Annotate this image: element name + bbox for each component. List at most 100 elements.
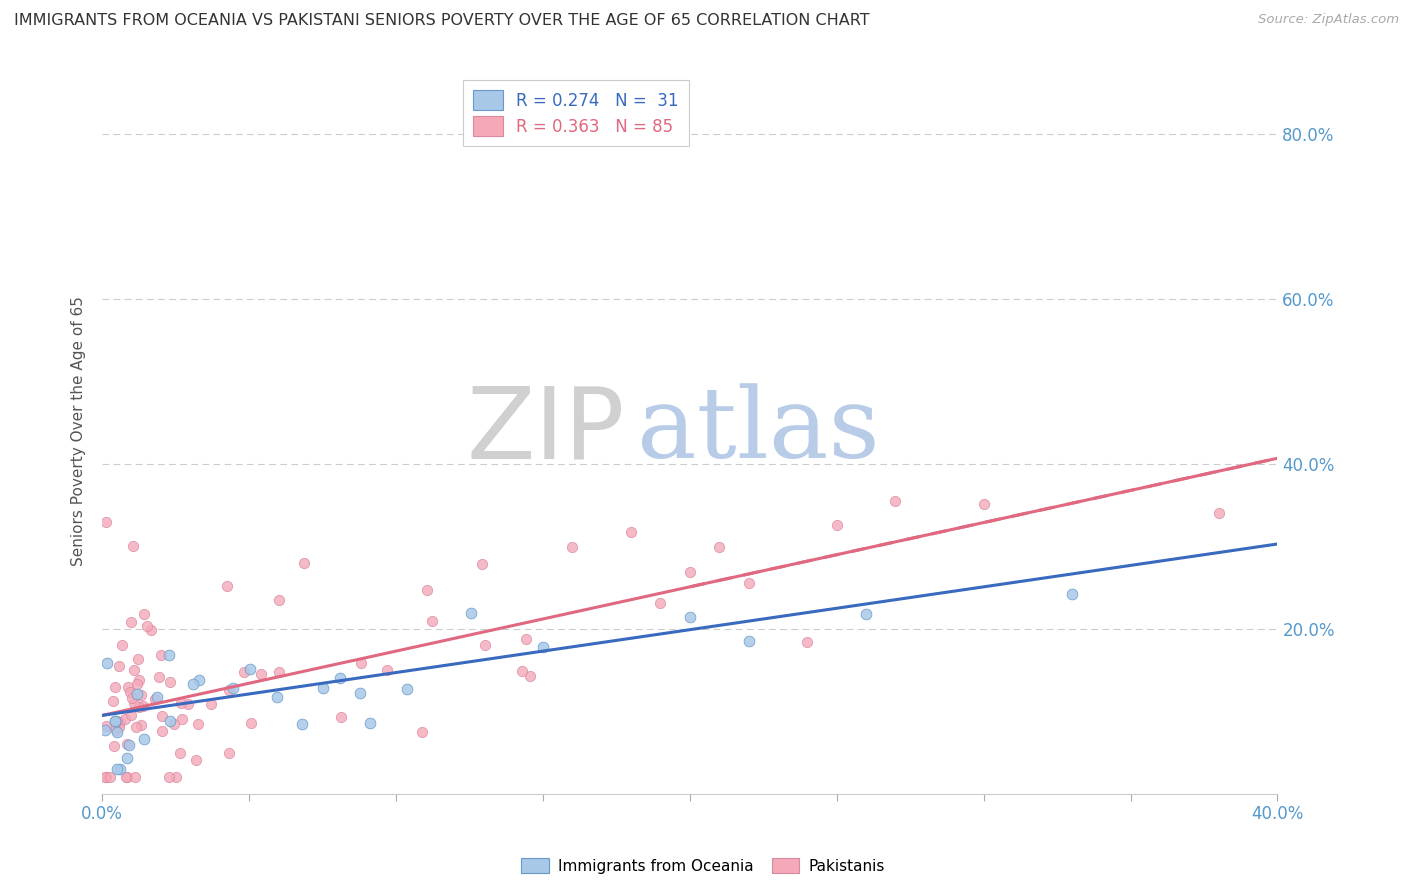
Point <box>737 634 759 648</box>
Point <box>121 691 143 706</box>
Point <box>150 709 173 723</box>
Point <box>94 719 117 733</box>
Point <box>115 770 138 784</box>
Text: IMMIGRANTS FROM OCEANIA VS PAKISTANI SENIORS POVERTY OVER THE AGE OF 65 CORRELAT: IMMIGRANTS FROM OCEANIA VS PAKISTANI SEN… <box>14 13 870 29</box>
Point <box>115 770 138 784</box>
Point <box>159 675 181 690</box>
Point <box>420 614 443 628</box>
Point <box>108 715 131 730</box>
Point <box>292 556 315 570</box>
Point <box>105 723 128 737</box>
Point <box>1208 506 1230 520</box>
Point <box>163 716 186 731</box>
Point <box>330 709 353 723</box>
Point <box>159 714 181 728</box>
Point <box>127 652 149 666</box>
Point <box>96 770 118 784</box>
Point <box>134 607 156 622</box>
Point <box>884 494 907 508</box>
Point <box>128 673 150 688</box>
Point <box>117 680 139 694</box>
Point <box>375 664 398 678</box>
Point <box>249 666 271 681</box>
Point <box>291 717 314 731</box>
Point <box>105 714 128 728</box>
Point <box>396 681 419 696</box>
Point <box>200 698 222 712</box>
Point <box>312 681 335 695</box>
Point <box>104 714 127 729</box>
Point <box>125 676 148 690</box>
Point <box>474 638 496 652</box>
Legend: R = 0.274   N =  31, R = 0.363   N = 85: R = 0.274 N = 31, R = 0.363 N = 85 <box>463 80 689 145</box>
Point <box>187 717 209 731</box>
Point <box>267 592 290 607</box>
Point <box>120 708 142 723</box>
Point <box>139 623 162 637</box>
Point <box>515 632 537 647</box>
Point <box>104 681 127 695</box>
Point <box>96 515 118 529</box>
Point <box>107 658 129 673</box>
Point <box>105 762 128 776</box>
Point <box>117 751 139 765</box>
Point <box>266 690 288 705</box>
Point <box>132 699 155 714</box>
Point <box>149 648 172 662</box>
Text: ZIP: ZIP <box>467 383 626 480</box>
Point <box>103 739 125 754</box>
Point <box>169 746 191 760</box>
Point <box>115 737 138 751</box>
Point <box>98 770 121 784</box>
Point <box>460 606 482 620</box>
Point <box>217 579 239 593</box>
Text: atlas: atlas <box>637 384 880 479</box>
Point <box>329 672 352 686</box>
Point <box>561 541 583 555</box>
Point <box>267 665 290 679</box>
Point <box>187 673 209 687</box>
Point <box>510 664 533 678</box>
Point <box>218 682 240 697</box>
Point <box>94 723 117 738</box>
Point <box>519 669 541 683</box>
Point <box>855 607 877 621</box>
Point <box>737 575 759 590</box>
Point <box>122 696 145 710</box>
Point <box>165 770 187 784</box>
Point <box>232 665 254 679</box>
Point <box>709 540 731 554</box>
Point <box>620 524 643 539</box>
Point <box>796 634 818 648</box>
Point <box>114 712 136 726</box>
Point <box>825 518 848 533</box>
Point <box>96 656 118 670</box>
Point <box>121 540 143 554</box>
Point <box>973 497 995 511</box>
Y-axis label: Seniors Poverty Over the Age of 65: Seniors Poverty Over the Age of 65 <box>72 296 86 566</box>
Point <box>132 732 155 747</box>
Text: Source: ZipAtlas.com: Source: ZipAtlas.com <box>1258 13 1399 27</box>
Legend: Immigrants from Oceania, Pakistanis: Immigrants from Oceania, Pakistanis <box>515 852 891 880</box>
Point <box>349 686 371 700</box>
Point <box>186 753 208 767</box>
Point <box>136 618 159 632</box>
Point <box>411 724 433 739</box>
Point <box>120 685 142 699</box>
Point <box>94 770 117 784</box>
Point <box>105 724 128 739</box>
Point <box>148 670 170 684</box>
Point <box>170 696 193 710</box>
Point <box>239 661 262 675</box>
Point <box>177 698 200 712</box>
Point <box>111 638 134 652</box>
Point <box>108 762 131 776</box>
Point <box>124 770 146 784</box>
Point <box>125 687 148 701</box>
Point <box>104 714 127 729</box>
Point <box>131 718 153 732</box>
Point <box>679 610 702 624</box>
Point <box>124 720 146 734</box>
Point <box>218 747 240 761</box>
Point <box>172 712 194 726</box>
